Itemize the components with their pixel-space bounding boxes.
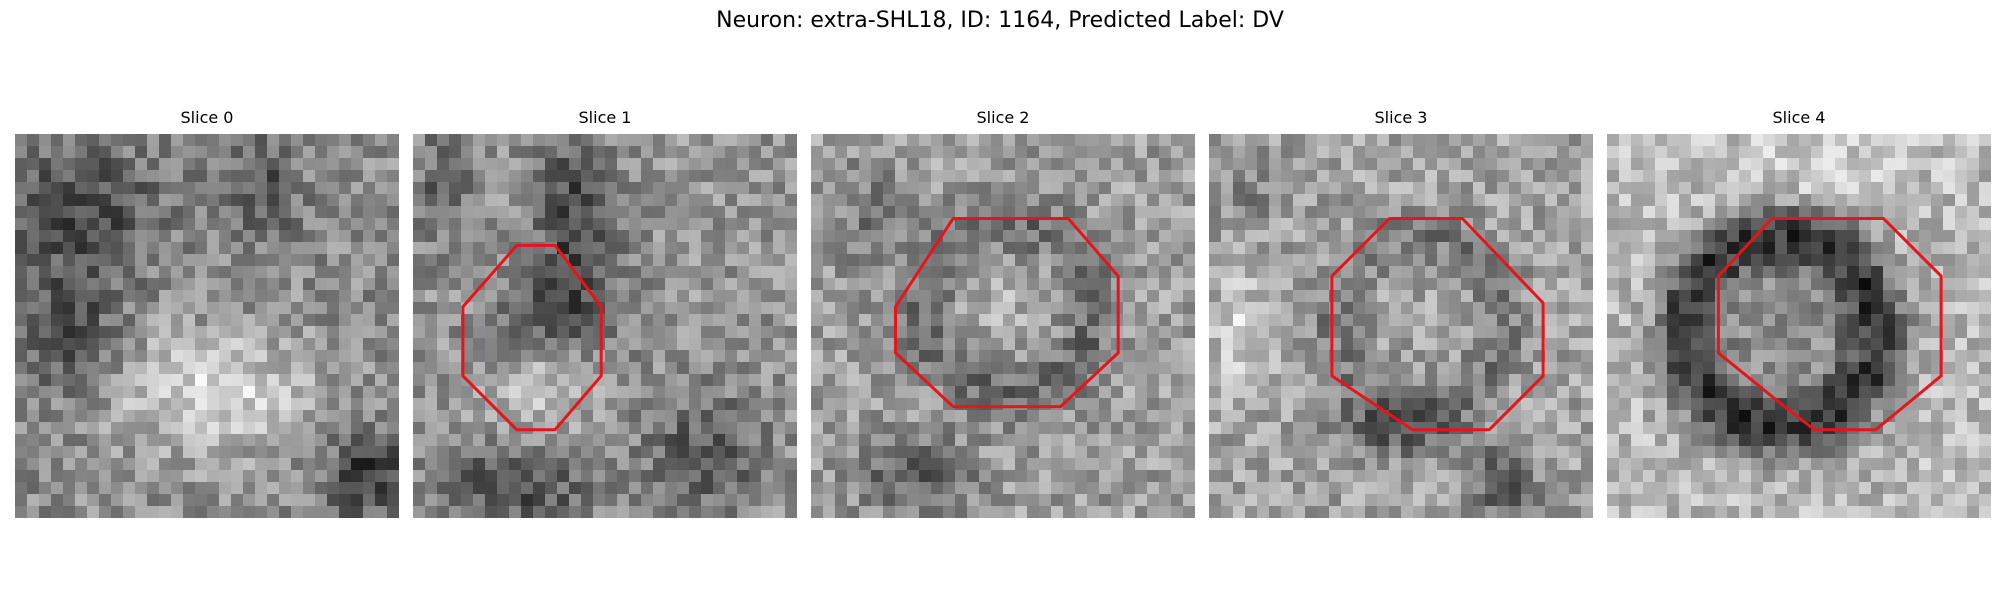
pixel-grid bbox=[15, 134, 399, 518]
pixel-grid bbox=[1607, 134, 1991, 518]
slice-panel-3: Slice 3 bbox=[1209, 108, 1593, 522]
slice-panel-2: Slice 2 bbox=[811, 108, 1195, 522]
slice-image-1 bbox=[413, 134, 797, 518]
pixel-grid bbox=[413, 134, 797, 518]
roi-outline bbox=[1330, 217, 1545, 432]
slice-title: Slice 0 bbox=[180, 108, 234, 127]
slice-image-0 bbox=[15, 134, 399, 518]
roi-outline bbox=[1716, 217, 1943, 432]
slice-image-3 bbox=[1209, 134, 1593, 518]
pixel-grid bbox=[811, 134, 1195, 518]
slice-panel-1: Slice 1 bbox=[413, 108, 797, 522]
slice-image-2 bbox=[811, 134, 1195, 518]
roi-outline bbox=[894, 217, 1120, 409]
slice-title: Slice 4 bbox=[1772, 108, 1826, 127]
roi-outline bbox=[461, 243, 603, 432]
slice-title: Slice 2 bbox=[976, 108, 1030, 127]
slice-title: Slice 1 bbox=[578, 108, 632, 127]
slice-image-4 bbox=[1607, 134, 1991, 518]
figure-title: Neuron: extra-SHL18, ID: 1164, Predicted… bbox=[716, 8, 1284, 33]
pixel-grid bbox=[1209, 134, 1593, 518]
slice-panel-4: Slice 4 bbox=[1607, 108, 1991, 522]
slice-title: Slice 3 bbox=[1374, 108, 1428, 127]
slice-panel-0: Slice 0 bbox=[15, 108, 399, 522]
